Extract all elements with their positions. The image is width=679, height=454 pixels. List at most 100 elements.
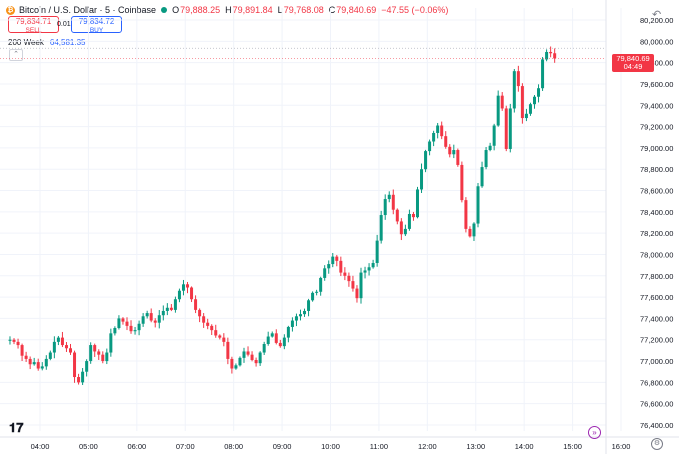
candle-body xyxy=(52,341,56,353)
candle-body xyxy=(77,377,81,383)
candle-body xyxy=(137,323,141,331)
x-tick-label: 15:00 xyxy=(563,442,582,451)
candle-body xyxy=(238,357,242,366)
high-label: H xyxy=(225,5,232,15)
buy-label: BUY xyxy=(89,27,104,34)
x-tick-label: 06:00 xyxy=(127,442,146,451)
candle-body xyxy=(20,345,24,356)
x-tick-label: 05:00 xyxy=(79,442,98,451)
candle-body xyxy=(528,104,532,114)
candle-body xyxy=(367,267,371,271)
candle-body xyxy=(44,358,48,367)
candle-body xyxy=(186,284,190,288)
tradingview-logo-icon[interactable]: 𝟏𝟕 xyxy=(9,420,24,435)
close-value: 79,840.69 xyxy=(336,5,377,15)
sell-button[interactable]: 79,834.71 SELL xyxy=(8,16,59,34)
candle-body xyxy=(8,339,12,341)
candle-body xyxy=(69,348,73,353)
candle-body xyxy=(488,145,492,151)
x-tick-label: 11:00 xyxy=(370,442,388,451)
y-tick-label: 79,000.00 xyxy=(640,144,673,153)
candle-body xyxy=(363,270,367,273)
candle-body xyxy=(399,221,403,235)
candle-body xyxy=(343,272,347,276)
candle-body xyxy=(270,333,274,337)
candle-body xyxy=(545,51,549,60)
candle-body xyxy=(177,290,181,300)
candle-body xyxy=(391,194,395,210)
candle-body xyxy=(173,299,177,310)
candle-body xyxy=(516,71,520,87)
y-tick-label: 79,200.00 xyxy=(640,123,673,132)
candle-body xyxy=(198,309,202,317)
candle-body xyxy=(274,333,278,343)
candle-body xyxy=(206,322,210,326)
y-tick-label: 76,400.00 xyxy=(640,421,673,430)
candle-body xyxy=(85,361,89,372)
candle-body xyxy=(532,96,536,105)
spread-value: 0.01 xyxy=(57,21,71,28)
candle-body xyxy=(456,150,460,165)
settings-icon[interactable]: ⚙ xyxy=(651,438,663,450)
candle-body xyxy=(28,358,32,365)
candle-body xyxy=(424,151,428,170)
candle-body xyxy=(541,59,545,89)
x-tick-label: 13:00 xyxy=(466,442,485,451)
candle-body xyxy=(415,189,419,218)
sell-label: SELL xyxy=(25,27,42,34)
candle-body xyxy=(101,354,105,362)
goto-realtime-icon[interactable]: » xyxy=(588,426,601,439)
candle-body xyxy=(145,313,149,317)
candle-body xyxy=(323,268,327,278)
candle-body xyxy=(359,272,363,299)
candle-body xyxy=(327,264,331,269)
undo-icon[interactable]: ↶ xyxy=(652,9,662,21)
candle-body xyxy=(371,263,375,268)
candle-body xyxy=(355,288,359,299)
x-tick-label: 12:00 xyxy=(418,442,437,451)
candle-body xyxy=(12,339,16,342)
candle-body xyxy=(93,345,97,352)
y-tick-label: 79,600.00 xyxy=(640,80,673,89)
y-tick-label: 78,000.00 xyxy=(640,250,673,259)
symbol-name[interactable]: Bitcoin / U.S. Dollar · 5 · Coinbase xyxy=(19,5,157,15)
x-tick-label: 09:00 xyxy=(273,442,292,451)
candle-body xyxy=(448,146,452,155)
low-label: L xyxy=(277,5,283,15)
y-tick-label: 77,600.00 xyxy=(640,293,673,302)
candle-body xyxy=(452,150,456,155)
candle-body xyxy=(512,71,516,109)
y-tick-label: 77,400.00 xyxy=(640,314,673,323)
collapse-legend-icon[interactable]: ⌃ xyxy=(9,49,23,61)
candle-body xyxy=(113,328,117,334)
indicator-label: 200 Week xyxy=(8,38,44,47)
candle-body xyxy=(460,164,464,201)
indicator-legend[interactable]: 200 Week 64,581.35 xyxy=(8,38,85,47)
open-value: 79,888.25 xyxy=(180,5,221,15)
candle-body xyxy=(492,125,496,146)
candle-body xyxy=(109,333,113,353)
candle-body xyxy=(40,366,44,369)
y-tick-label: 77,200.00 xyxy=(640,336,673,345)
candle-body xyxy=(89,345,93,362)
candle-body xyxy=(339,260,343,273)
bitcoin-icon: ₿ xyxy=(6,5,15,15)
last-price: 79,840.69 xyxy=(616,54,650,63)
candle-body xyxy=(286,326,290,338)
y-tick-label: 76,600.00 xyxy=(640,400,673,409)
x-tick-label: 16:00 xyxy=(612,442,631,451)
candle-body xyxy=(16,341,20,346)
candle-body xyxy=(153,320,157,323)
bar-countdown: 04:49 xyxy=(623,62,643,71)
candle-body xyxy=(190,287,194,300)
change-value: −47.55 (−0.06%) xyxy=(381,5,449,15)
candle-body xyxy=(129,325,133,332)
x-tick-label: 10:00 xyxy=(321,442,340,451)
candle-body xyxy=(141,316,145,324)
y-tick-label: 77,000.00 xyxy=(640,357,673,366)
candle-body xyxy=(157,315,161,323)
buy-button[interactable]: 79,834.72 BUY xyxy=(71,16,122,34)
candle-body xyxy=(222,337,226,342)
open-label: O xyxy=(172,5,180,15)
